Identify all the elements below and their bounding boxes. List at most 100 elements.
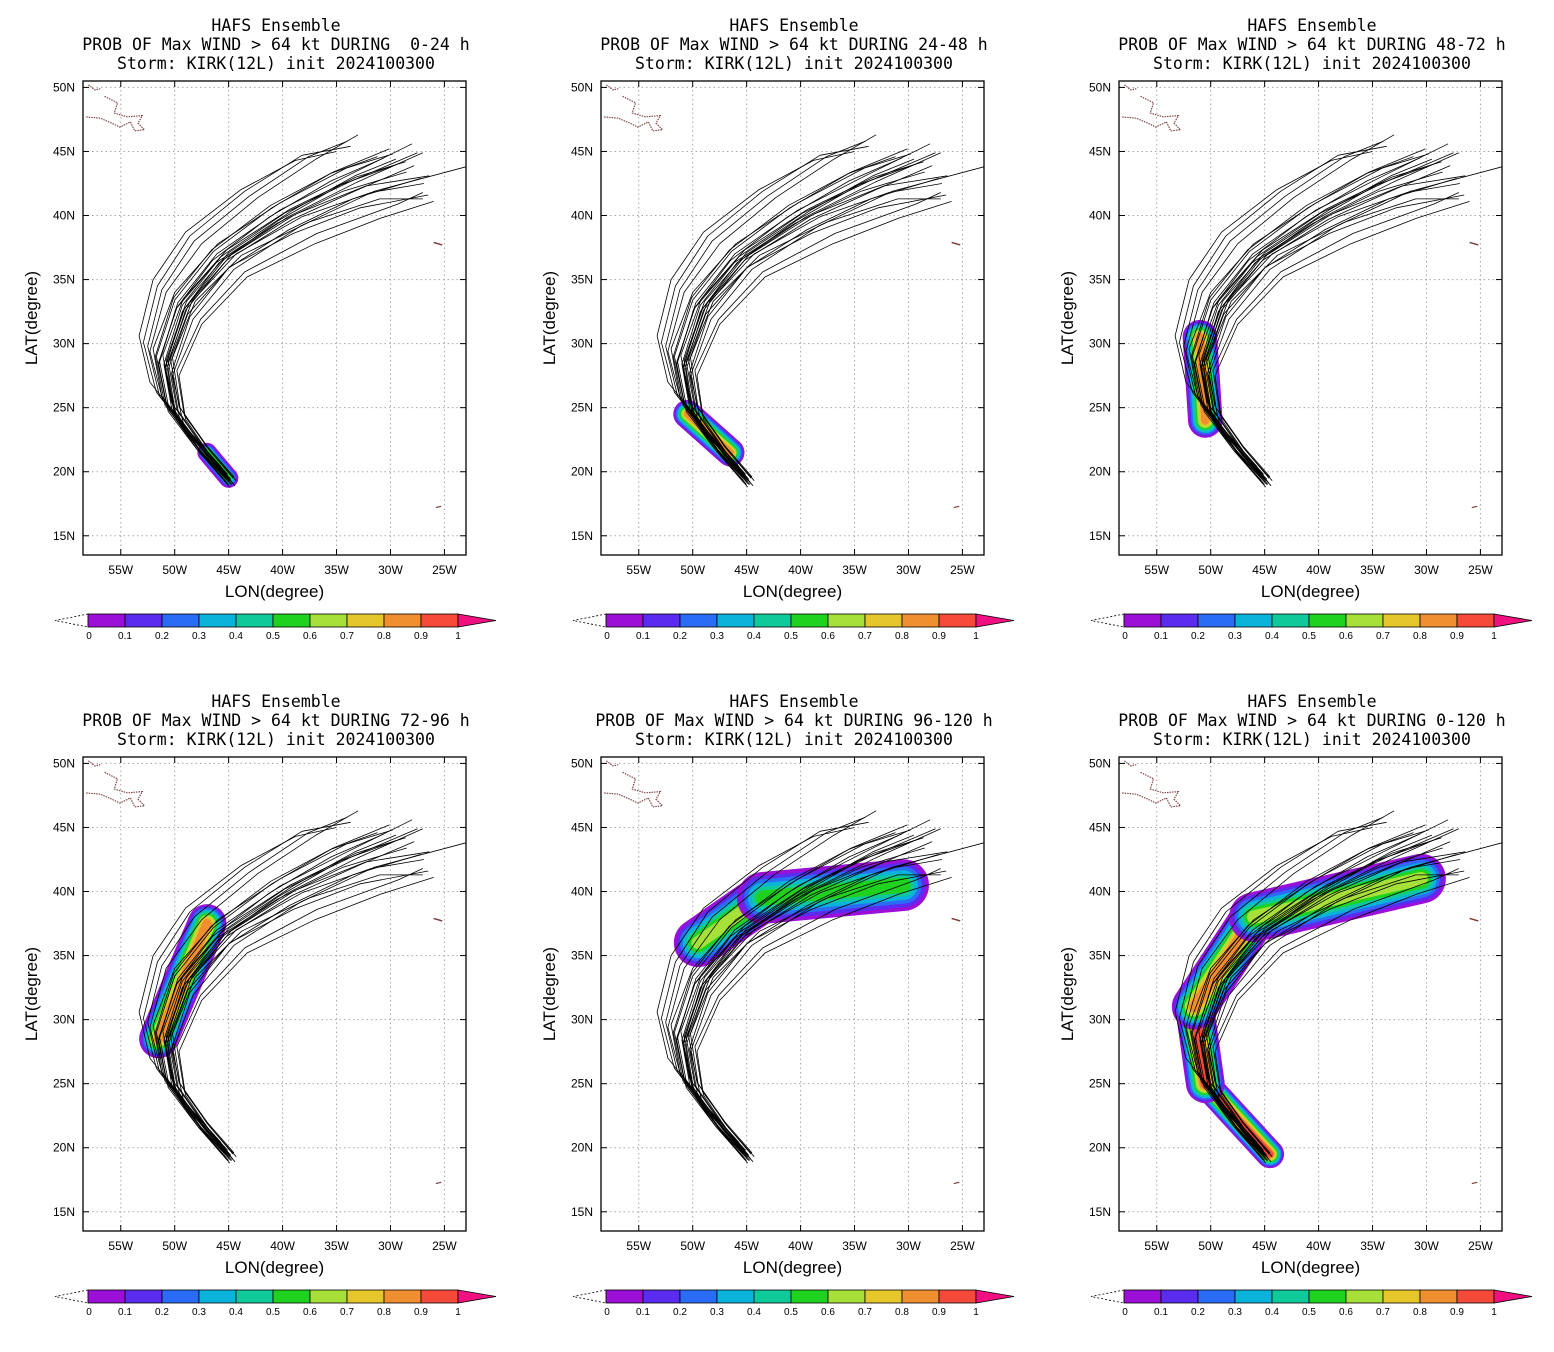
x-axis-label: LON(degree) [1261, 1258, 1360, 1277]
ensemble-track [172, 874, 423, 1155]
colorbar-label: 0.9 [414, 1307, 428, 1318]
colorbar-label: 0.6 [303, 1307, 317, 1318]
y-tick-label: 50N [1089, 80, 1111, 94]
island-azores [1469, 917, 1479, 922]
y-axis-label: LAT(degree) [22, 271, 41, 365]
colorbar: 0 0.1 0.2 0.3 0.4 0.5 0.6 0.7 0.8 0.9 1 [54, 613, 497, 642]
y-tick-label: 15N [1089, 529, 1111, 543]
x-tick-label: 35W [324, 563, 349, 577]
colorbar-label: 0 [86, 631, 92, 642]
colorbar-segment [679, 613, 718, 628]
ensemble-track [690, 874, 941, 1155]
x-tick-label: 55W [1144, 1239, 1169, 1253]
ensemble-track [1212, 192, 1459, 481]
coastline [1124, 760, 1137, 767]
colorbar-segment [1123, 1289, 1162, 1304]
title-line: HAFS Ensemble [729, 692, 859, 711]
colorbar-segment [605, 1289, 644, 1304]
ensemble-track [138, 151, 337, 467]
colorbar-label: 0.1 [1154, 631, 1168, 642]
map-area [601, 757, 984, 1231]
colorbar-label: 0.7 [340, 1307, 354, 1318]
ensemble-track [1174, 151, 1373, 467]
colorbar-segment [864, 1289, 903, 1304]
colorbar-segment [938, 613, 977, 628]
colorbar-segment [679, 1289, 718, 1304]
x-tick-label: 45W [216, 1239, 241, 1253]
colorbar-over-arrow [1493, 613, 1533, 628]
title-line: Storm: KIRK(12L) init 2024100300 [635, 54, 953, 73]
colorbar-segment [309, 613, 348, 628]
y-tick-label: 40N [53, 209, 75, 223]
ensemble-track [1194, 157, 1421, 481]
y-tick-label: 45N [571, 144, 593, 158]
colorbar-label: 1 [1491, 631, 1497, 642]
x-tick-label: 45W [734, 563, 759, 577]
ensemble-track [1191, 156, 1414, 479]
ensemble-track [1208, 198, 1459, 479]
colorbar-segment [87, 1289, 126, 1304]
y-tick-label: 50N [53, 80, 75, 94]
ensemble-track [167, 194, 429, 481]
colorbar-label: 0.1 [1154, 1307, 1168, 1318]
ensemble-track [696, 877, 952, 1160]
colorbar-label: 0.8 [377, 1307, 391, 1318]
ensemble-track [1203, 175, 1466, 480]
ensemble-track [677, 819, 931, 1160]
map-area [1119, 81, 1502, 555]
colorbar-label: 0.3 [1228, 631, 1242, 642]
colorbar-segment [901, 613, 940, 628]
title-line: Storm: KIRK(12L) init 2024100300 [117, 54, 435, 73]
colorbar-segment [1197, 613, 1236, 628]
island-azores [951, 241, 961, 246]
coastline [85, 771, 146, 808]
y-tick-label: 25N [53, 1077, 75, 1091]
ensemble-track [676, 157, 903, 481]
x-tick-label: 30W [896, 1239, 921, 1253]
ensemble-track [158, 833, 385, 1157]
x-tick-label: 50W [1198, 1239, 1223, 1253]
title-line: HAFS Ensemble [211, 16, 341, 35]
x-tick-label: 30W [1414, 563, 1439, 577]
colorbar-segment [346, 613, 385, 628]
y-tick-label: 35N [571, 949, 593, 963]
colorbar-under-arrow [572, 1289, 607, 1304]
colorbar-label: 0.4 [747, 631, 761, 642]
x-tick-label: 35W [842, 1239, 867, 1253]
y-tick-label: 50N [53, 756, 75, 770]
coastline [606, 84, 619, 91]
colorbar-label: 0.3 [710, 631, 724, 642]
ensemble-track [172, 198, 423, 479]
colorbar-label: 0.7 [858, 1307, 872, 1318]
x-tick-label: 35W [1360, 1239, 1385, 1253]
ensemble-track [176, 192, 423, 481]
x-tick-label: 40W [788, 563, 813, 577]
x-tick-label: 25W [950, 563, 975, 577]
y-axis-label: LAT(degree) [1058, 271, 1077, 365]
coastline [603, 95, 664, 132]
coastline [606, 760, 619, 767]
ensemble-track [159, 143, 413, 484]
x-tick-label: 40W [1306, 563, 1331, 577]
colorbar-label: 0.2 [1191, 1307, 1205, 1318]
colorbar-label: 1 [455, 631, 461, 642]
ensemble-track [152, 153, 393, 472]
colorbar-label: 0.2 [1191, 631, 1205, 642]
colorbar-label: 0.9 [932, 631, 946, 642]
ensemble-track [677, 143, 931, 484]
colorbar-label: 1 [973, 631, 979, 642]
map-frame [600, 756, 985, 1232]
panel-title: HAFS Ensemble PROB OF Max WIND > 64 kt DU… [0, 16, 552, 73]
ensemble-track [171, 178, 421, 488]
colorbar-label: 0.8 [895, 1307, 909, 1318]
colorbar-segment [87, 613, 126, 628]
map-panel: HAFS Ensemble PROB OF Max WIND > 64 kt DU… [518, 676, 1036, 1352]
y-tick-label: 30N [1089, 337, 1111, 351]
ensemble-track [1195, 143, 1449, 484]
ensemble-track [178, 877, 434, 1160]
y-tick-label: 50N [1089, 756, 1111, 770]
coastline [88, 84, 101, 91]
ensemble-track [673, 832, 896, 1155]
colorbar-label: 0.8 [895, 631, 909, 642]
y-tick-label: 45N [53, 820, 75, 834]
